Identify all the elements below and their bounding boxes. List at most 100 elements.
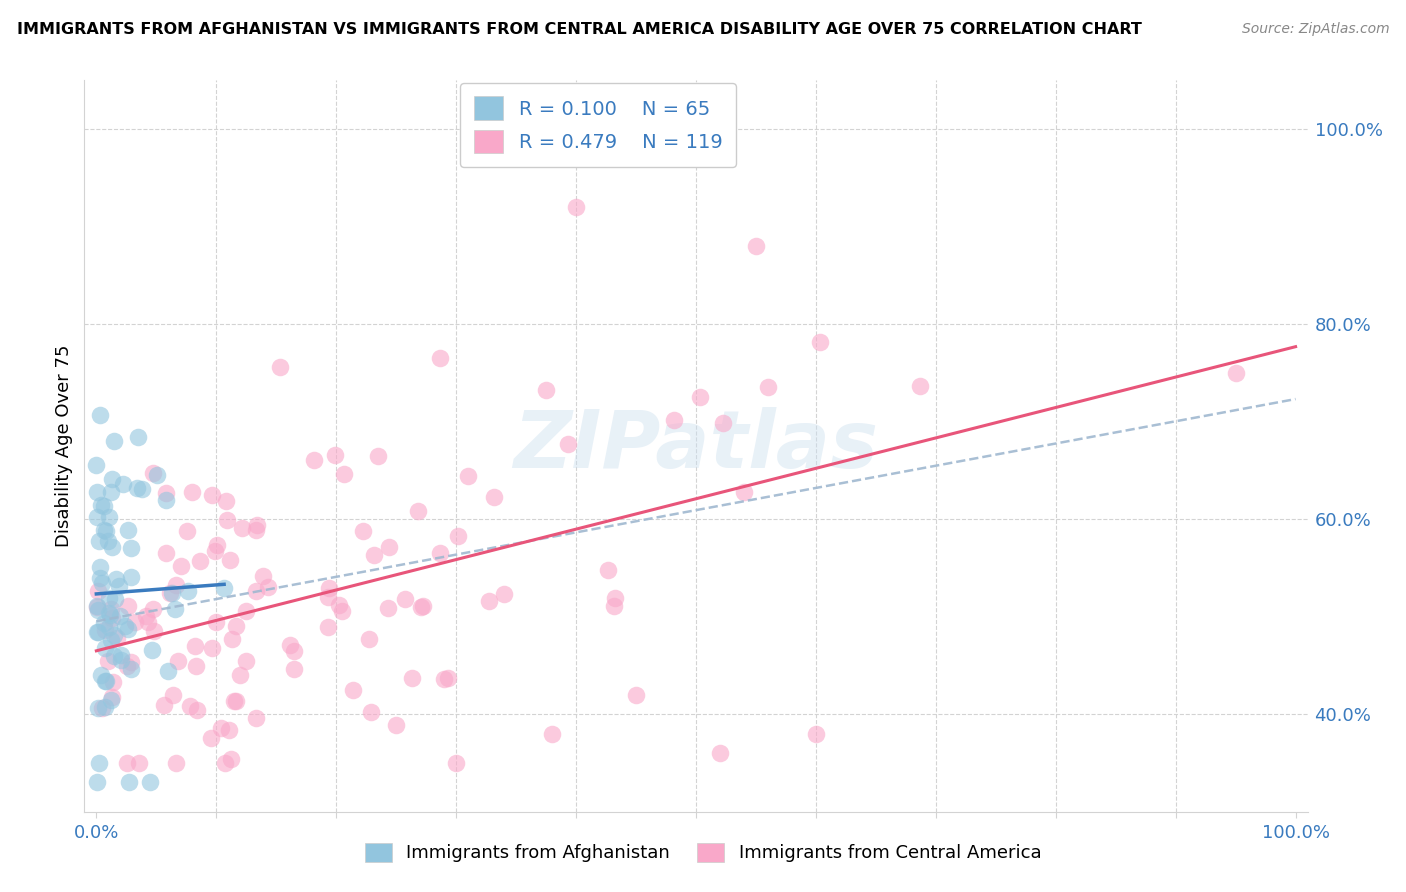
Point	[160, 586, 183, 600]
Point	[86, 624, 108, 639]
Point	[482, 490, 505, 504]
Point	[328, 598, 350, 612]
Point	[245, 583, 267, 598]
Point	[756, 379, 779, 393]
Point	[97, 510, 120, 524]
Point	[218, 723, 240, 737]
Point	[107, 579, 129, 593]
Point	[205, 615, 228, 630]
Point	[245, 523, 267, 537]
Point	[89, 533, 111, 548]
Point	[283, 643, 305, 657]
Point	[235, 654, 257, 668]
Point	[142, 466, 165, 480]
Point	[235, 604, 257, 618]
Point	[141, 643, 163, 657]
Point	[101, 690, 124, 704]
Point	[94, 640, 117, 655]
Point	[120, 662, 142, 676]
Point	[447, 529, 470, 543]
Point	[214, 756, 236, 770]
Point	[316, 619, 339, 633]
Point	[908, 378, 931, 392]
Point	[153, 698, 176, 713]
Point	[90, 701, 112, 715]
Point	[87, 583, 110, 598]
Point	[804, 727, 827, 741]
Point	[117, 523, 139, 537]
Point	[155, 546, 177, 560]
Point	[90, 498, 112, 512]
Point	[377, 541, 399, 555]
Point	[596, 563, 619, 577]
Point	[89, 571, 111, 585]
Point	[110, 648, 132, 662]
Point	[624, 688, 647, 702]
Point	[125, 481, 148, 495]
Point	[186, 703, 208, 717]
Point	[120, 541, 142, 556]
Point	[269, 359, 291, 374]
Point	[180, 484, 202, 499]
Point	[117, 599, 139, 613]
Point	[157, 664, 180, 678]
Point	[536, 384, 558, 398]
Point	[209, 721, 232, 735]
Point	[86, 700, 108, 714]
Point	[323, 448, 346, 462]
Point	[565, 200, 588, 214]
Point	[709, 746, 731, 760]
Point	[100, 602, 122, 616]
Point	[155, 486, 177, 500]
Point	[215, 513, 238, 527]
Point	[117, 622, 139, 636]
Point	[86, 599, 108, 614]
Point	[135, 608, 157, 623]
Point	[283, 662, 305, 676]
Point	[165, 602, 187, 616]
Point	[131, 483, 153, 497]
Point	[444, 756, 467, 770]
Point	[159, 585, 181, 599]
Point	[103, 434, 125, 449]
Point	[733, 485, 755, 500]
Point	[330, 604, 353, 618]
Point	[333, 467, 356, 481]
Point	[360, 706, 382, 720]
Point	[90, 668, 112, 682]
Point	[101, 611, 124, 625]
Point	[246, 518, 269, 533]
Point	[124, 615, 146, 630]
Point	[541, 727, 564, 741]
Point	[177, 583, 200, 598]
Point	[433, 672, 456, 686]
Point	[139, 775, 162, 789]
Point	[302, 453, 325, 467]
Point	[115, 756, 138, 770]
Point	[1225, 366, 1247, 380]
Point	[115, 658, 138, 673]
Point	[218, 553, 240, 567]
Point	[352, 524, 374, 539]
Point	[437, 672, 460, 686]
Point	[406, 503, 429, 517]
Point	[204, 544, 226, 558]
Point	[101, 540, 124, 554]
Point	[212, 582, 235, 596]
Point	[394, 591, 416, 606]
Point	[100, 485, 122, 500]
Point	[104, 572, 127, 586]
Point	[200, 731, 222, 745]
Legend: R = 0.100    N = 65, R = 0.479    N = 119: R = 0.100 N = 65, R = 0.479 N = 119	[460, 83, 735, 167]
Point	[166, 655, 188, 669]
Point	[94, 673, 117, 688]
Point	[215, 493, 238, 508]
Point	[128, 756, 150, 770]
Point	[605, 591, 627, 606]
Point	[98, 591, 121, 605]
Point	[114, 619, 136, 633]
Point	[363, 548, 385, 562]
Point	[104, 592, 127, 607]
Point	[257, 580, 280, 594]
Point	[662, 413, 685, 427]
